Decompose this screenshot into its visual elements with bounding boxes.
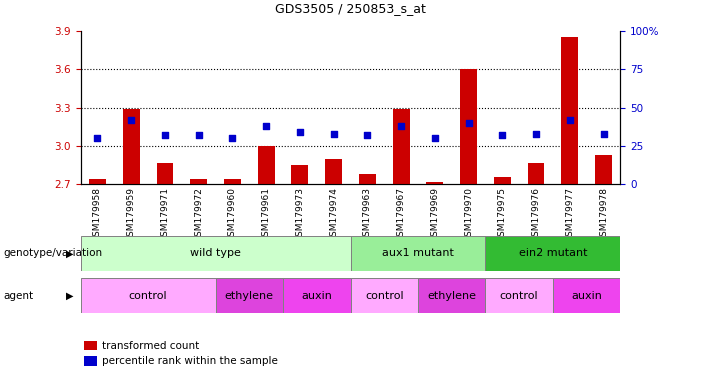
Point: [193, 132, 204, 138]
Text: auxin: auxin: [571, 291, 602, 301]
Text: ▶: ▶: [66, 291, 74, 301]
Bar: [359, 174, 376, 184]
Text: aux1 mutant: aux1 mutant: [382, 248, 454, 258]
Point: [463, 120, 474, 126]
Bar: [418, 278, 485, 313]
Bar: [350, 236, 485, 271]
Bar: [84, 356, 97, 366]
Point: [395, 123, 407, 129]
Text: agent: agent: [4, 291, 34, 301]
Bar: [258, 146, 275, 184]
Bar: [350, 278, 418, 313]
Bar: [89, 179, 106, 184]
Point: [564, 117, 576, 123]
Bar: [81, 236, 350, 271]
Text: auxin: auxin: [301, 291, 332, 301]
Bar: [460, 69, 477, 184]
Text: ethylene: ethylene: [427, 291, 476, 301]
Bar: [325, 159, 342, 184]
Bar: [123, 109, 139, 184]
Bar: [224, 179, 241, 184]
Bar: [393, 109, 409, 184]
Bar: [595, 155, 612, 184]
Point: [362, 132, 373, 138]
Bar: [553, 278, 620, 313]
Text: control: control: [129, 291, 168, 301]
Text: control: control: [365, 291, 404, 301]
Bar: [190, 179, 207, 184]
Point: [294, 129, 306, 135]
Bar: [84, 341, 97, 350]
Bar: [485, 236, 620, 271]
Bar: [283, 278, 350, 313]
Point: [429, 135, 440, 141]
Bar: [216, 278, 283, 313]
Point: [261, 123, 272, 129]
Text: genotype/variation: genotype/variation: [4, 248, 102, 258]
Text: percentile rank within the sample: percentile rank within the sample: [102, 356, 278, 366]
Text: wild type: wild type: [190, 248, 241, 258]
Point: [125, 117, 137, 123]
Bar: [156, 162, 173, 184]
Bar: [562, 37, 578, 184]
Bar: [426, 182, 443, 184]
Text: ethylene: ethylene: [225, 291, 274, 301]
Point: [159, 132, 170, 138]
Text: ein2 mutant: ein2 mutant: [519, 248, 587, 258]
Point: [92, 135, 103, 141]
Point: [531, 131, 542, 137]
Bar: [485, 278, 553, 313]
Bar: [528, 162, 545, 184]
Bar: [292, 165, 308, 184]
Point: [227, 135, 238, 141]
Point: [497, 132, 508, 138]
Bar: [81, 278, 216, 313]
Text: control: control: [500, 291, 538, 301]
Point: [598, 131, 609, 137]
Bar: [494, 177, 511, 184]
Text: ▶: ▶: [66, 248, 74, 258]
Text: transformed count: transformed count: [102, 341, 199, 351]
Point: [328, 131, 339, 137]
Text: GDS3505 / 250853_s_at: GDS3505 / 250853_s_at: [275, 2, 426, 15]
